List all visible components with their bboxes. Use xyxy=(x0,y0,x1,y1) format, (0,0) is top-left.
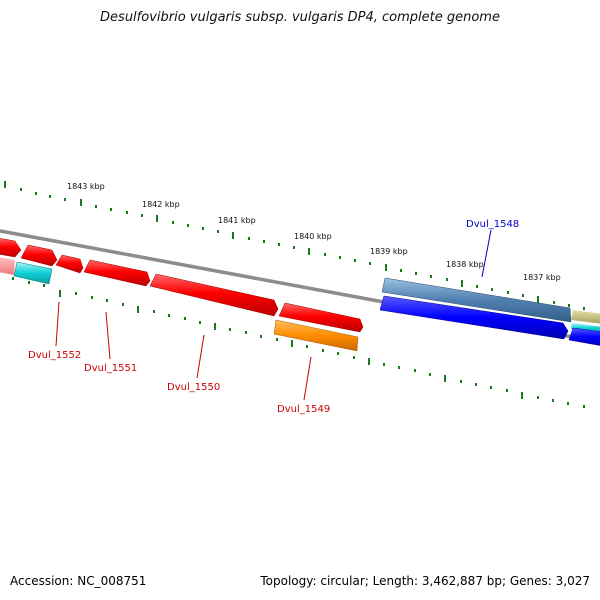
ruler-label: 1843 kbp xyxy=(67,182,105,191)
gene-arrow[interactable] xyxy=(149,273,279,317)
reverse-strand-genes xyxy=(0,238,364,333)
gene-label-dvul-1548[interactable]: Dvul_1548 xyxy=(466,219,519,230)
ruler-label: 1838 kbp xyxy=(446,260,484,269)
gene-arrow[interactable] xyxy=(83,259,151,287)
gene-arrow[interactable] xyxy=(571,323,600,333)
gene-label-dvul-1549[interactable]: Dvul_1549 xyxy=(277,404,330,415)
gene-arrow[interactable] xyxy=(55,254,84,274)
gene-arrow[interactable] xyxy=(0,238,22,258)
inner-ruler-ticks xyxy=(12,277,585,408)
gene-arrow[interactable] xyxy=(0,257,15,275)
ruler-label: 1839 kbp xyxy=(370,247,408,256)
gene-arrow[interactable] xyxy=(13,261,53,285)
label-leader-line xyxy=(105,311,111,360)
gene-label-dvul-1551[interactable]: Dvul_1551 xyxy=(84,363,137,374)
gene-arrow[interactable] xyxy=(568,327,600,346)
accession-text: Accession: NC_008751 xyxy=(10,574,147,588)
gene-arrow[interactable] xyxy=(20,244,58,267)
gene-arrow[interactable] xyxy=(278,302,364,333)
label-leader-line xyxy=(196,334,205,379)
gene-label-dvul-1552[interactable]: Dvul_1552 xyxy=(28,350,81,361)
gene-arrow[interactable] xyxy=(571,310,600,324)
outer-ruler-ticks xyxy=(4,181,585,310)
map-title: Desulfovibrio vulgaris subsp. vulgaris D… xyxy=(100,10,500,25)
label-leader-line xyxy=(55,301,60,347)
ruler-label: 1841 kbp xyxy=(218,216,256,225)
label-leader-line xyxy=(303,356,312,401)
genome-summary-text: Topology: circular; Length: 3,462,887 bp… xyxy=(260,574,590,588)
gene-label-dvul-1550[interactable]: Dvul_1550 xyxy=(167,382,220,393)
gene-arrow[interactable] xyxy=(379,295,569,340)
ruler-label: 1837 kbp xyxy=(523,273,561,282)
gene-arrow[interactable] xyxy=(273,319,359,352)
gene-arrow[interactable] xyxy=(381,277,572,323)
ruler-label: 1842 kbp xyxy=(142,200,180,209)
ruler-label: 1840 kbp xyxy=(294,232,332,241)
label-leader-line xyxy=(481,229,492,278)
